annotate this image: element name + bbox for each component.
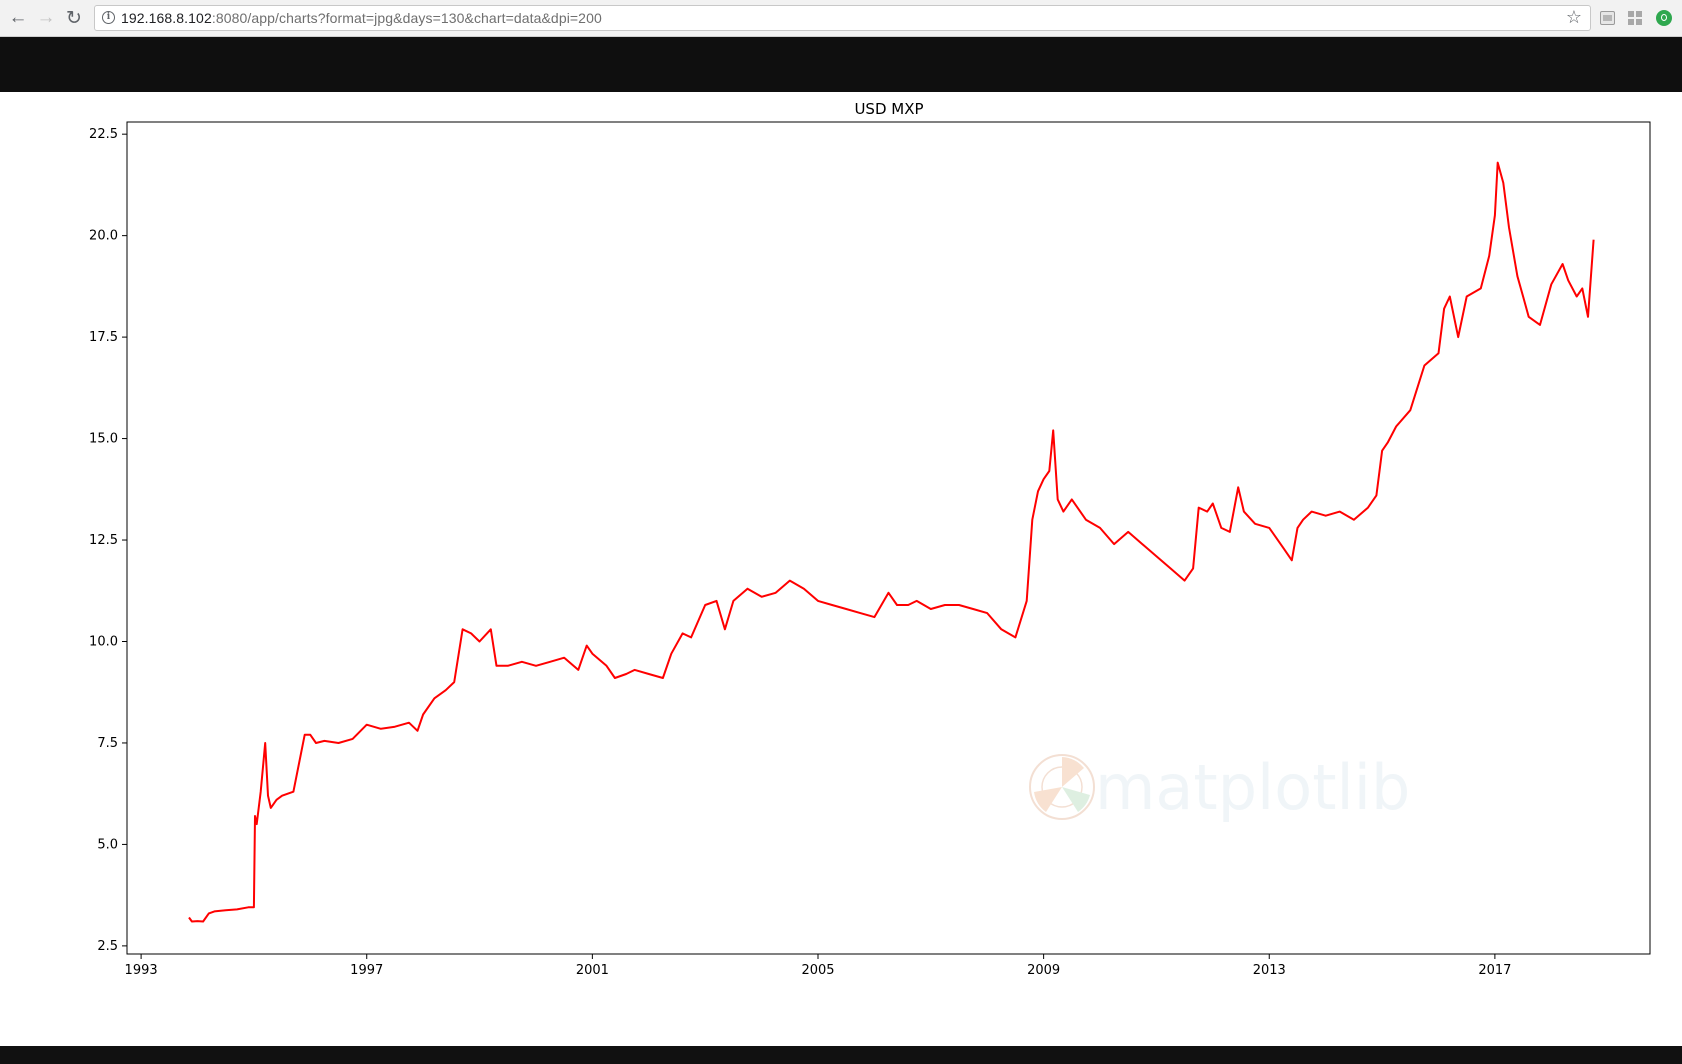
forward-arrow-icon[interactable]: → [36, 7, 56, 28]
y-tick-label: 5.0 [97, 837, 118, 852]
chart-title: USD MXP [854, 100, 923, 118]
y-tick-label: 7.5 [97, 736, 118, 751]
x-tick-label: 1997 [350, 963, 383, 978]
browser-toolbar: ← → ↻ i 192.168.8.102:8080/app/charts?fo… [0, 0, 1682, 37]
x-tick-label: 2013 [1253, 963, 1286, 978]
x-tick-label: 2005 [801, 963, 834, 978]
x-tick-label: 1993 [125, 963, 158, 978]
plot-frame [126, 121, 1651, 955]
chart-figure: matplotlib 2.5 5.0 7.5 10.0 12.5 15.0 17.5 20.0… [89, 100, 1651, 978]
info-icon[interactable]: i [102, 11, 115, 24]
x-tick-label: 2009 [1027, 963, 1060, 978]
y-tick-label: 10.0 [89, 634, 118, 649]
x-tick-label: 2001 [576, 963, 609, 978]
extension-icon[interactable] [1600, 11, 1615, 25]
page-footer-bar [0, 1046, 1682, 1064]
plot-axes: 2.5 5.0 7.5 10.0 12.5 15.0 17.5 20.0 22.5 1993 199… [89, 121, 1651, 978]
y-tick-label: 2.5 [97, 939, 118, 954]
matplotlib-watermark: matplotlib [1029, 751, 1410, 824]
y-tick-label: 12.5 [89, 533, 118, 548]
watermark-text: matplotlib [1095, 751, 1410, 824]
y-tick-label: 20.0 [89, 229, 118, 244]
usd-mxp-line [188, 161, 1595, 923]
x-tick-label: 2017 [1478, 963, 1511, 978]
bookmark-star-icon[interactable]: ☆ [1565, 7, 1582, 27]
y-tick-label: 22.5 [89, 127, 118, 142]
y-tick-label: 17.5 [89, 330, 118, 345]
url-path: :8080/app/charts?format=jpg&days=130&cha… [211, 10, 602, 26]
url-text[interactable]: 192.168.8.102:8080/app/charts?format=jpg… [121, 10, 602, 27]
y-tick-label: 15.0 [89, 432, 118, 447]
address-bar[interactable]: i 192.168.8.102:8080/app/charts?format=j… [94, 5, 1591, 31]
page-header-bar [0, 37, 1682, 92]
back-arrow-icon[interactable]: ← [8, 7, 28, 28]
green-extension-icon[interactable] [1656, 10, 1672, 26]
apps-grid-icon[interactable] [1628, 11, 1643, 25]
url-host: 192.168.8.102 [121, 10, 212, 26]
reload-icon[interactable]: ↻ [66, 7, 82, 29]
